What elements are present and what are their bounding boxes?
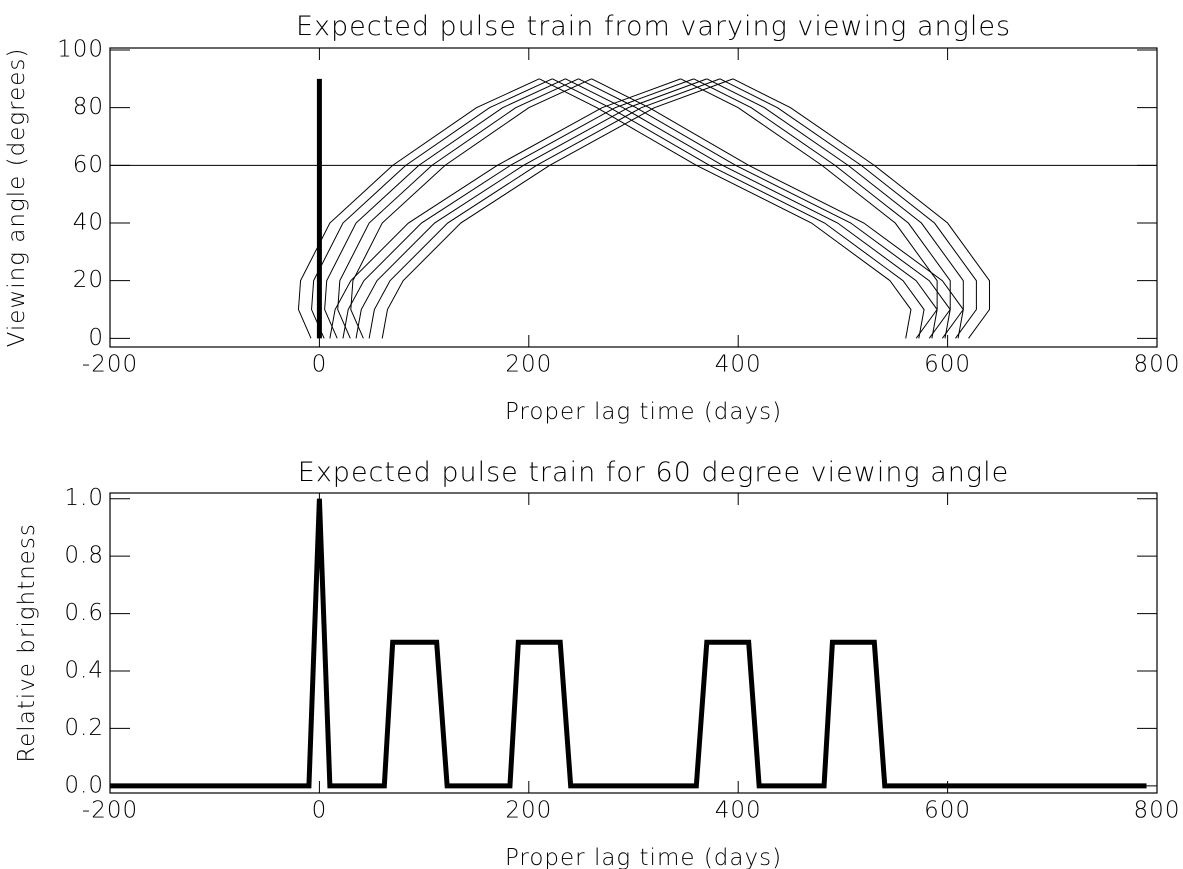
y-tick-label: 0.6: [64, 600, 104, 626]
y-tick-label: 0: [88, 325, 104, 351]
x-tick-label: 600: [924, 352, 971, 378]
data-line: [355, 78, 707, 339]
x-tick-label: 200: [505, 352, 552, 378]
y-tick-label: 80: [73, 94, 104, 120]
y-tick-label: 1.0: [64, 485, 104, 511]
plot-frame: [109, 47, 1158, 348]
x-axis-label: Proper lag time (days): [505, 399, 782, 425]
data-line: [311, 78, 553, 339]
data-line: [565, 78, 938, 339]
data-line: [706, 78, 964, 339]
chart-title: Expected pulse train for 60 degree viewi…: [298, 457, 1009, 488]
x-axis-label: Proper lag time (days): [505, 845, 782, 869]
y-tick-label: 20: [73, 267, 104, 293]
data-line: [732, 78, 990, 339]
y-axis-label: Relative brightness: [14, 523, 40, 763]
data-line: [350, 78, 592, 339]
x-tick-label: 400: [715, 798, 762, 824]
x-tick-label: 200: [505, 798, 552, 824]
y-tick-label: 0.2: [64, 715, 104, 741]
data-line: [368, 78, 721, 339]
chart-title: Expected pulse train from varying viewin…: [296, 11, 1011, 42]
x-tick-label: 0: [312, 798, 328, 824]
y-tick-label: 0.8: [64, 543, 104, 569]
data-line: [324, 78, 566, 339]
y-axis-label: Viewing angle (degrees): [4, 48, 30, 348]
x-tick-label: -200: [82, 798, 138, 824]
data-line: [680, 78, 938, 339]
y-tick-label: 40: [73, 210, 104, 236]
data-line: [329, 78, 681, 339]
data-line: [719, 78, 977, 339]
data-line: [552, 78, 925, 339]
x-tick-label: 400: [715, 352, 762, 378]
y-tick-label: 0.0: [64, 772, 104, 798]
data-line: [578, 78, 951, 339]
y-tick-label: 60: [73, 152, 104, 178]
data-line: [342, 78, 694, 339]
x-tick-label: -200: [82, 352, 138, 378]
y-tick-label: 100: [57, 37, 104, 63]
plot-frame: [109, 492, 1158, 794]
data-line: [381, 78, 734, 339]
data-line: [591, 78, 964, 339]
x-tick-label: 600: [924, 798, 971, 824]
data-line: [693, 78, 951, 339]
data-line: [297, 78, 540, 339]
y-tick-label: 0.4: [64, 657, 104, 683]
data-line: [110, 498, 1147, 789]
x-tick-label: 0: [312, 352, 328, 378]
data-line: [539, 78, 912, 339]
x-tick-label: 800: [1134, 798, 1181, 824]
x-tick-label: 800: [1134, 352, 1181, 378]
data-line: [337, 78, 579, 339]
